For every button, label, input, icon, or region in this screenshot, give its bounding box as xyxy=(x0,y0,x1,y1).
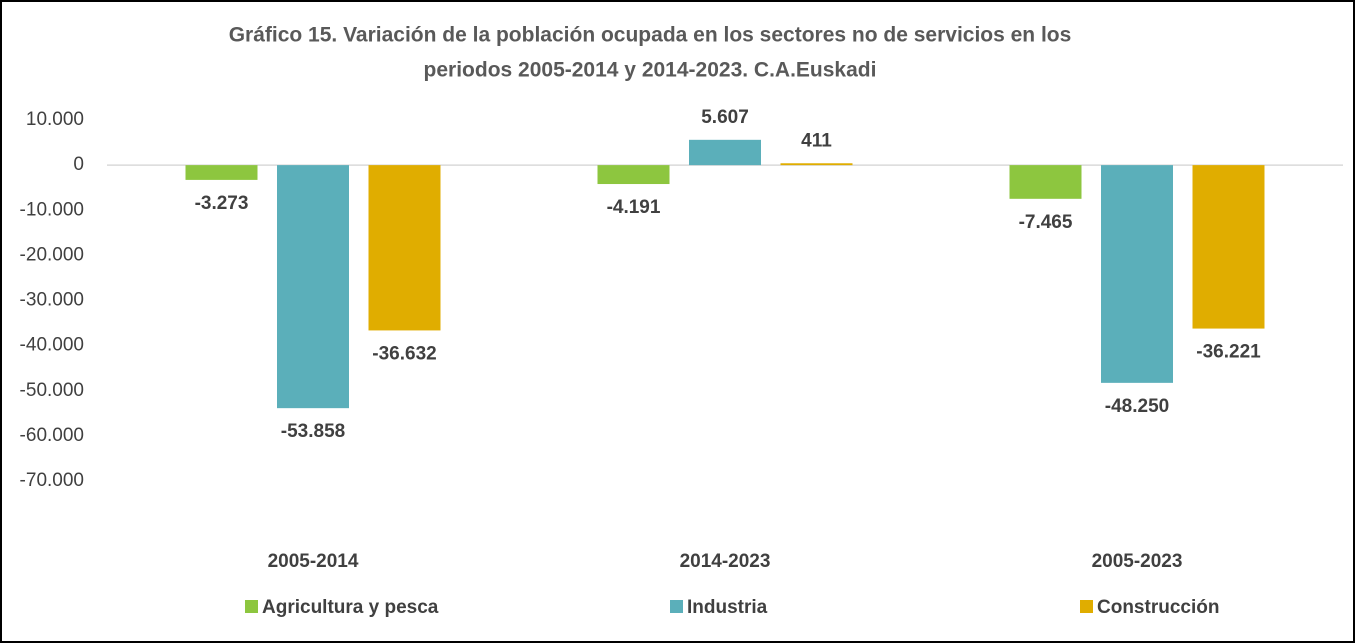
bar xyxy=(1101,165,1173,383)
data-label: -3.273 xyxy=(195,193,249,214)
data-label: -7.465 xyxy=(1019,212,1073,233)
legend-swatch xyxy=(245,600,258,613)
bar xyxy=(1192,165,1265,329)
y-tick-label: 10.000 xyxy=(26,109,84,130)
data-label: 5.607 xyxy=(701,107,749,128)
y-tick-label: -60.000 xyxy=(20,425,84,446)
bar xyxy=(368,165,441,331)
y-tick-label: -50.000 xyxy=(20,380,84,401)
bar xyxy=(597,165,670,185)
x-tick-label: 2005-2023 xyxy=(1092,551,1183,572)
y-tick-label: -40.000 xyxy=(20,335,84,356)
chart-title: Gráfico 15. Variación de la población oc… xyxy=(229,24,1072,47)
y-tick-label: -10.000 xyxy=(20,199,84,220)
bar xyxy=(780,163,853,166)
legend-label: Construcción xyxy=(1097,597,1219,618)
legend-swatch xyxy=(670,600,683,613)
data-label: -36.221 xyxy=(1196,342,1261,363)
y-tick-label: -70.000 xyxy=(20,470,84,491)
legend-swatch xyxy=(1080,600,1093,613)
data-label: -48.250 xyxy=(1105,396,1169,417)
y-tick-label: -20.000 xyxy=(20,244,84,265)
bar xyxy=(277,165,349,409)
bar xyxy=(1009,165,1082,199)
legend-label: Industria xyxy=(687,597,768,618)
y-tick-label: -30.000 xyxy=(20,290,84,311)
x-tick-label: 2014-2023 xyxy=(680,551,771,572)
data-label: -36.632 xyxy=(372,343,436,364)
data-label: -4.191 xyxy=(607,197,661,218)
x-tick-label: 2005-2014 xyxy=(268,551,359,572)
bar xyxy=(689,139,761,166)
y-tick-label: 0 xyxy=(73,154,84,175)
data-label: -53.858 xyxy=(281,421,345,442)
legend-label: Agricultura y pesca xyxy=(262,597,439,618)
data-label: 411 xyxy=(801,130,832,151)
bar xyxy=(185,165,258,180)
chart-title: periodos 2005-2014 y 2014-2023. C.A.Eusk… xyxy=(424,59,877,82)
